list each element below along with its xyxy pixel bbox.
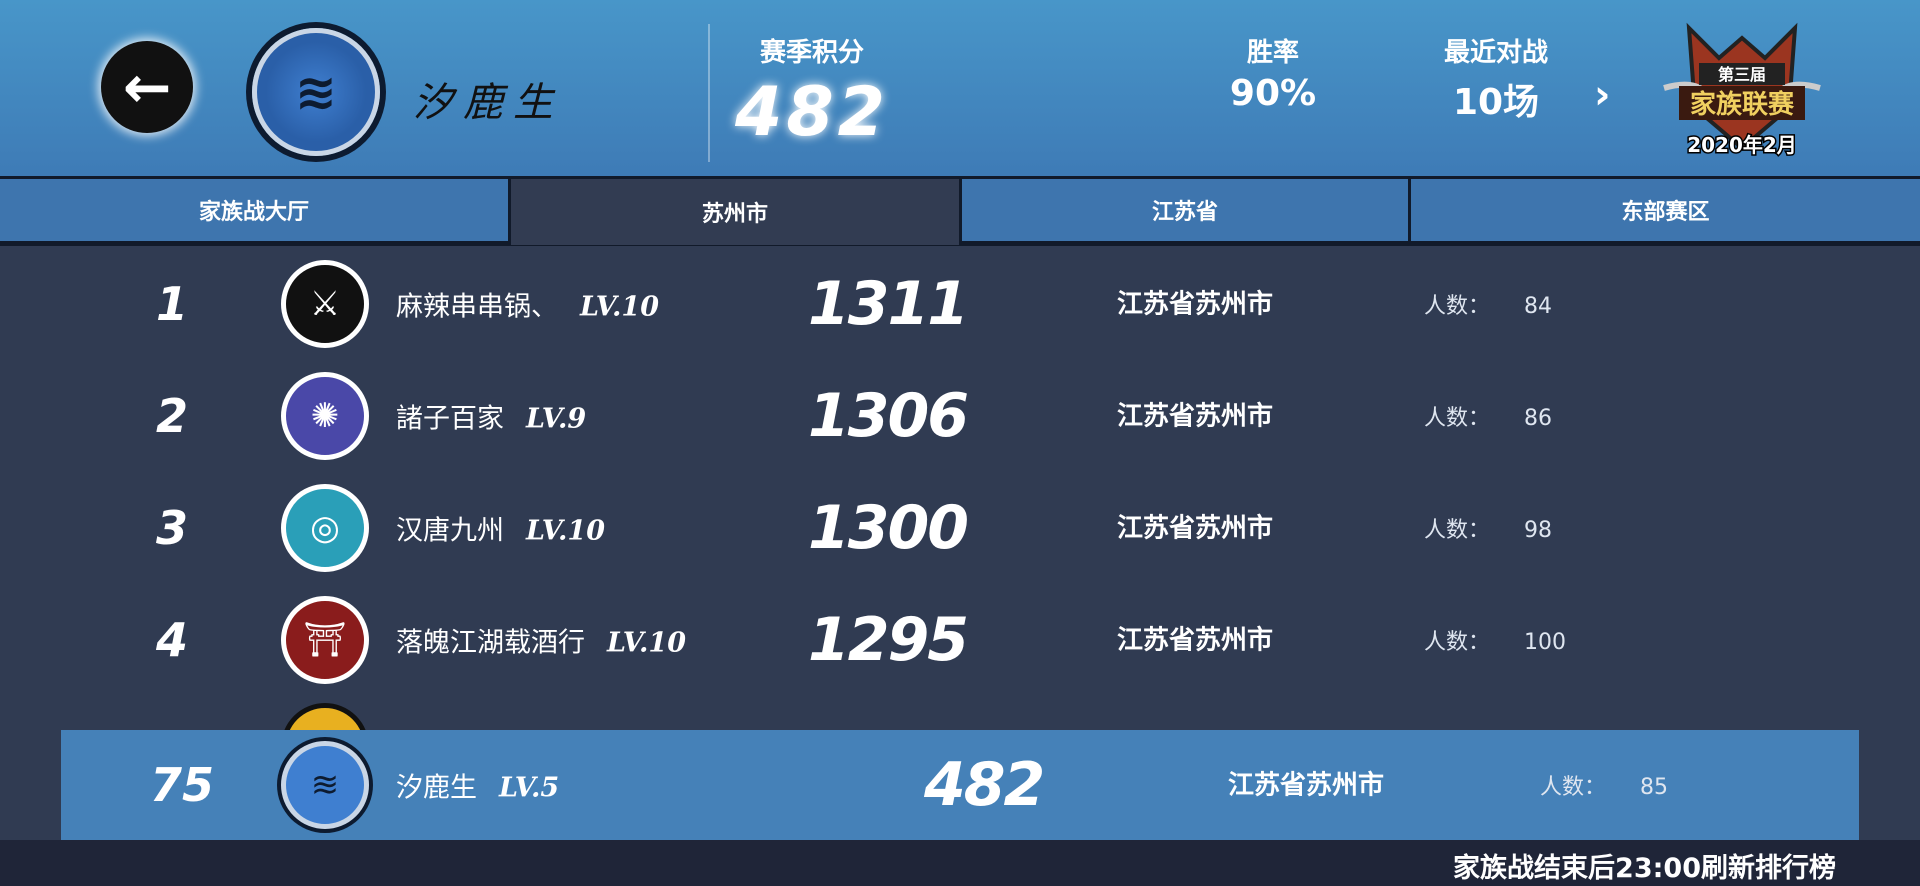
refresh-note: 家族战结束后23:00刷新排行榜 [1453, 853, 1836, 884]
rank: 75 [150, 758, 215, 812]
family-name: 汐鹿生 LV.5 [396, 766, 559, 805]
my-family-row[interactable]: 75 ≋ 汐鹿生 LV.5 482 江苏省苏州市 人数： 85 [61, 730, 1859, 840]
family-name: 汐鹿生 [413, 80, 563, 126]
members-label: 人数： [1424, 518, 1491, 543]
tab-bar: 家族战大厅 苏州市 江苏省 东部赛区 [0, 176, 1920, 246]
name: 汉唐九州 [396, 515, 504, 547]
member-count: 人数： 85 [1540, 769, 1668, 801]
members-label: 人数： [1424, 630, 1491, 655]
member-count: 人数： 86 [1424, 400, 1552, 432]
bottom-bar [0, 840, 1920, 886]
name: 汐鹿生 [396, 772, 477, 804]
score: 482 [924, 750, 1045, 820]
family-name: 汉唐九州 LV.10 [396, 509, 605, 548]
family-emblem-wave-icon: ≋ [252, 28, 380, 156]
tab-east-region[interactable]: 东部赛区 [1411, 179, 1920, 241]
location: 江苏省苏州市 [1117, 625, 1274, 656]
level: LV.5 [499, 772, 560, 804]
arrow-left-icon: ← [122, 53, 172, 121]
rank: 2 [155, 389, 188, 443]
chevron-right-icon[interactable]: › [1594, 72, 1611, 118]
league-badge[interactable]: 第三届 家族联赛 2020年2月 [1659, 18, 1825, 160]
table-row[interactable]: 2 ✺ 諸子百家 LV.9 1306 江苏省苏州市 人数： 86 [0, 360, 1920, 472]
rank: 1 [155, 277, 188, 331]
score: 1295 [808, 605, 969, 675]
badge-date: 2020年2月 [1687, 133, 1797, 157]
badge-line2: 家族联赛 [1690, 89, 1795, 120]
location: 江苏省苏州市 [1117, 513, 1274, 544]
spirit-icon: ✺ [281, 372, 369, 460]
badge-line1: 第三届 [1718, 65, 1766, 84]
recent-battles[interactable]: 最近对战 10场 [1406, 32, 1586, 125]
wave-swirl-icon: ◎ [281, 484, 369, 572]
season-points-value: 482 [735, 73, 889, 152]
location: 江苏省苏州市 [1117, 289, 1274, 320]
crossed-swords-icon: ⚔ [281, 260, 369, 348]
rank: 4 [155, 613, 188, 667]
back-button[interactable]: ← [101, 41, 193, 133]
name: 麻辣串串锅、 [396, 291, 558, 323]
tab-jiangsu[interactable]: 江苏省 [962, 179, 1408, 241]
score: 1311 [808, 269, 969, 339]
member-count: 人数： 98 [1424, 512, 1552, 544]
members-value: 100 [1524, 630, 1567, 655]
tab-family-hall[interactable]: 家族战大厅 [0, 179, 508, 241]
member-count: 人数： 100 [1424, 624, 1566, 656]
name: 諸子百家 [396, 403, 504, 435]
tab-suzhou[interactable]: 苏州市 [511, 179, 959, 245]
table-row[interactable]: 4 ⛩ 落魄江湖载酒行 LV.10 1295 江苏省苏州市 人数： 100 [0, 584, 1920, 696]
score: 1300 [808, 493, 969, 563]
location: 江苏省苏州市 [1117, 401, 1274, 432]
league-badge-icon: 第三届 家族联赛 2020年2月 [1663, 22, 1821, 159]
recent-battles-label: 最近对战 [1443, 38, 1548, 68]
name: 落魄江湖载酒行 [396, 627, 585, 659]
members-label: 人数： [1424, 406, 1491, 431]
table-row[interactable]: 3 ◎ 汉唐九州 LV.10 1300 江苏省苏州市 人数： 98 [0, 472, 1920, 584]
family-name: 諸子百家 LV.9 [396, 397, 586, 436]
family-name: 落魄江湖载酒行 LV.10 [396, 621, 686, 660]
torii-gate-icon: ⛩ [281, 596, 369, 684]
members-label: 人数： [1540, 775, 1607, 800]
members-value: 85 [1640, 775, 1669, 800]
members-value: 98 [1524, 518, 1553, 543]
members-value: 84 [1524, 294, 1553, 319]
level: LV.9 [526, 403, 587, 435]
family-emblem-wave-icon: ≋ [281, 741, 369, 829]
members-value: 86 [1524, 406, 1553, 431]
family-name: 麻辣串串锅、 LV.10 [396, 285, 659, 324]
season-points-label: 赛季积分 [759, 38, 864, 68]
members-label: 人数： [1424, 294, 1491, 319]
win-rate: 胜率 90% [1193, 32, 1353, 114]
table-row[interactable]: 1 ⚔ 麻辣串串锅、 LV.10 1311 江苏省苏州市 人数： 84 [0, 248, 1920, 360]
season-points: 赛季积分 482 [732, 32, 892, 152]
level: LV.10 [580, 291, 659, 323]
win-rate-label: 胜率 [1246, 38, 1299, 68]
level: LV.10 [526, 515, 605, 547]
recent-battles-value: 10场 [1452, 82, 1540, 123]
location: 江苏省苏州市 [1228, 770, 1385, 801]
rank: 3 [155, 501, 188, 555]
score: 1306 [808, 381, 969, 451]
divider [708, 24, 710, 162]
win-rate-value: 90% [1229, 73, 1317, 114]
member-count: 人数： 84 [1424, 288, 1552, 320]
header: ← ≋ 汐鹿生 赛季积分 482 胜率 90% 最近对战 10场 › 第三届 家… [0, 0, 1920, 176]
level: LV.10 [607, 627, 686, 659]
